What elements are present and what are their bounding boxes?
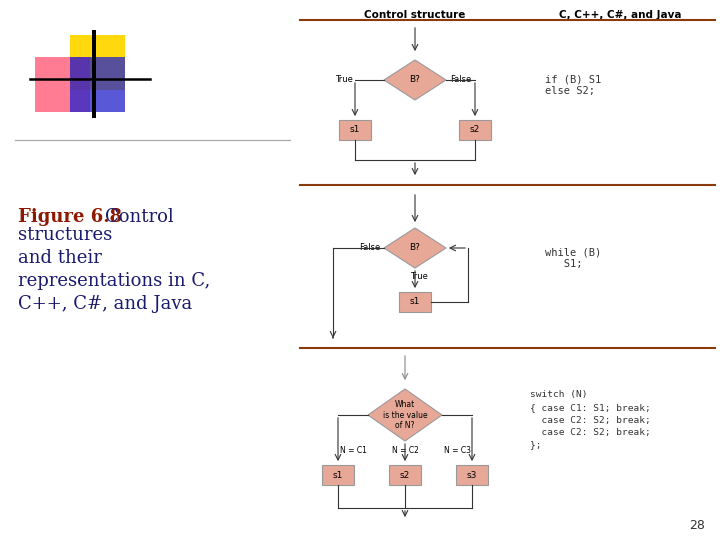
Text: switch (N)
{ case C1: S1; break;
  case C2: S2; break;
  case C2: S2; break;
};: switch (N) { case C1: S1; break; case C2…: [530, 390, 651, 449]
Text: Control: Control: [105, 208, 174, 226]
Text: s1: s1: [333, 470, 343, 480]
Text: if (B) S1
else S2;: if (B) S1 else S2;: [545, 74, 601, 96]
Polygon shape: [384, 60, 446, 100]
Text: True: True: [410, 272, 428, 281]
FancyBboxPatch shape: [389, 465, 421, 485]
Polygon shape: [384, 228, 446, 268]
Text: False: False: [359, 244, 380, 253]
Text: Figure 6.8: Figure 6.8: [18, 208, 122, 226]
Text: N = C1: N = C1: [340, 446, 366, 455]
Polygon shape: [368, 389, 442, 441]
FancyBboxPatch shape: [70, 57, 125, 112]
FancyBboxPatch shape: [35, 57, 90, 112]
Text: s2: s2: [470, 125, 480, 134]
FancyBboxPatch shape: [322, 465, 354, 485]
FancyBboxPatch shape: [459, 120, 491, 140]
FancyBboxPatch shape: [399, 292, 431, 312]
Text: structures
and their
representations in C,
C++, C#, and Java: structures and their representations in …: [18, 226, 210, 313]
Text: B?: B?: [410, 244, 420, 253]
Text: N = C2: N = C2: [392, 446, 418, 455]
Text: s3: s3: [467, 470, 477, 480]
Text: False: False: [450, 76, 472, 84]
FancyBboxPatch shape: [92, 30, 96, 118]
Text: s2: s2: [400, 470, 410, 480]
Text: C, C++, C#, and Java: C, C++, C#, and Java: [559, 10, 681, 20]
FancyBboxPatch shape: [70, 35, 125, 90]
Text: s1: s1: [410, 298, 420, 307]
Text: What
is the value
of N?: What is the value of N?: [383, 400, 427, 430]
Text: while (B)
   S1;: while (B) S1;: [545, 247, 601, 269]
FancyBboxPatch shape: [339, 120, 371, 140]
Text: Control structure: Control structure: [364, 10, 466, 20]
Text: True: True: [335, 76, 353, 84]
Text: 28: 28: [689, 519, 705, 532]
FancyBboxPatch shape: [456, 465, 488, 485]
Text: N = C3: N = C3: [444, 446, 470, 455]
Text: s1: s1: [350, 125, 360, 134]
Text: B?: B?: [410, 76, 420, 84]
